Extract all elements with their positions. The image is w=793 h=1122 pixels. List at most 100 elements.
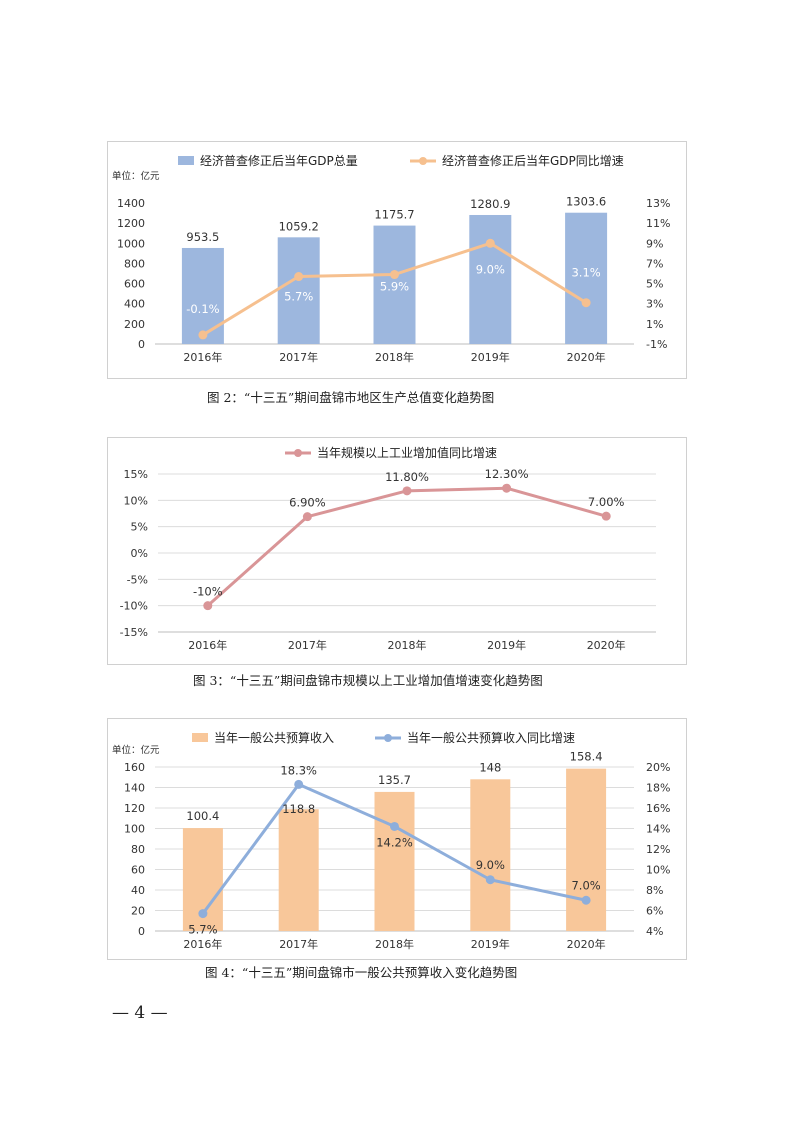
line-point (198, 909, 208, 919)
x-tick-label: 2019年 (471, 937, 510, 951)
line-data-label: 5.9% (380, 280, 409, 294)
line-data-label: 5.7% (188, 923, 217, 937)
y-right-tick-label: 8% (646, 884, 663, 897)
x-tick-label: 2017年 (279, 937, 318, 951)
bar-data-label: 1175.7 (374, 208, 414, 222)
line-data-label: 9.0% (476, 858, 505, 872)
unit-label: 单位：亿元 (112, 744, 160, 756)
gdp-chart-svg: 0 200 400 600 800 1000 1200 1400 -1% 1% 3% 5% 7% 9% 11… (112, 153, 670, 364)
y-left-tick-label: 1400 (117, 197, 145, 210)
line-data-label: 7.00% (588, 495, 625, 509)
y-left-tick-label: 800 (124, 257, 145, 270)
line-point (302, 512, 312, 522)
y-left-tick-label: 10% (124, 494, 148, 507)
line-data-label: 9.0% (476, 262, 505, 276)
x-tick-label: 2020年 (567, 937, 606, 951)
x-tick-label: 2019年 (471, 350, 510, 364)
line-data-label: 11.80% (385, 470, 429, 484)
line-point (581, 298, 591, 308)
legend-point-swatch (419, 157, 427, 165)
industry-chart-svg: -15% -10% -5% 0% 5% 10% 15% 2016年 2017年 2018年 2019… (120, 445, 656, 652)
x-tick-label: 2016年 (188, 638, 227, 652)
line-point (601, 511, 611, 521)
line-point (294, 272, 304, 282)
x-tick-label: 2017年 (279, 350, 318, 364)
y-left-tick-label: 20 (131, 905, 145, 918)
y-right-tick-label: 7% (646, 257, 663, 270)
line-point (502, 483, 512, 493)
gdp-chart: 0 200 400 600 800 1000 1200 1400 -1% 1% 3% 5% 7% 9% 11… (107, 141, 687, 379)
y-right-tick-label: 5% (646, 278, 663, 291)
y-right-tick-label: 4% (646, 925, 663, 938)
bar-data-label: 1059.2 (279, 219, 319, 233)
bar-data-label: 1280.9 (470, 197, 510, 211)
line-point (390, 821, 399, 831)
y-right-tick-label: 10% (646, 864, 670, 877)
legend-label: 经济普查修正后当年GDP同比增速 (442, 153, 624, 168)
legend-label: 当年规模以上工业增加值同比增速 (317, 445, 497, 460)
revenue-chart-svg: 0 20 40 60 80 100 120 140 160 4% 6% 8% 10% 12% 14% 16% 1… (112, 730, 670, 951)
y-right-tick-label: 12% (646, 843, 670, 856)
x-tick-label: 2018年 (388, 638, 427, 652)
line-data-label: 18.3% (280, 763, 317, 777)
revenue-chart: 0 20 40 60 80 100 120 140 160 4% 6% 8% 10% 12% 14% 16% 1… (107, 718, 687, 960)
y-left-tick-label: 60 (131, 864, 145, 877)
line-data-label: 12.30% (485, 467, 529, 481)
line-data-label: 3.1% (571, 266, 600, 280)
x-tick-label: 2016年 (183, 350, 222, 364)
bar (181, 247, 224, 344)
line-data-label: 5.7% (284, 290, 313, 304)
y-left-tick-label: 80 (131, 843, 145, 856)
caption-figure-4: 图 4：“十三五”期间盘锦市一般公共预算收入变化趋势图 (205, 965, 518, 980)
y-right-tick-label: 1% (646, 318, 663, 331)
line-point (294, 779, 304, 789)
line-data-label: 14.2% (376, 835, 413, 849)
legend-label: 当年一般公共预算收入 (214, 730, 334, 745)
line-point (390, 270, 399, 280)
page-number: — 4 — (112, 1003, 168, 1023)
bar (278, 809, 319, 931)
line-point (203, 601, 213, 611)
y-left-tick-label: -15% (120, 626, 148, 639)
y-right-tick-label: 13% (646, 197, 670, 210)
x-tick-label: 2017年 (288, 638, 327, 652)
bar (373, 225, 416, 344)
y-right-tick-label: 16% (646, 802, 670, 815)
bar-data-label: 148 (479, 760, 501, 774)
line-point (485, 238, 495, 248)
y-left-tick-label: 120 (124, 802, 145, 815)
y-left-tick-label: 0% (131, 547, 148, 560)
y-right-tick-label: 14% (646, 823, 670, 836)
caption-figure-3: 图 3：“十三五”期间盘锦市规模以上工业增加值增速变化趋势图 (193, 673, 543, 688)
y-left-tick-label: 400 (124, 298, 145, 311)
y-left-tick-label: 160 (124, 761, 145, 774)
legend-label: 当年一般公共预算收入同比增速 (407, 730, 575, 745)
y-left-tick-label: 1000 (117, 237, 145, 250)
legend-point-swatch (384, 734, 392, 742)
y-left-tick-label: 40 (131, 884, 145, 897)
y-left-tick-label: 15% (124, 468, 148, 481)
x-tick-label: 2016年 (183, 937, 222, 951)
unit-label: 单位：亿元 (112, 170, 160, 182)
y-left-tick-label: 5% (131, 521, 148, 534)
y-right-tick-label: 6% (646, 905, 663, 918)
y-left-tick-label: -10% (120, 600, 148, 613)
x-tick-label: 2018年 (375, 937, 414, 951)
x-tick-label: 2019年 (487, 638, 526, 652)
x-tick-label: 2020年 (567, 350, 606, 364)
y-left-tick-label: -5% (127, 573, 148, 586)
x-tick-label: 2020年 (587, 638, 626, 652)
line-data-label: 7.0% (571, 878, 600, 892)
industry-chart: -15% -10% -5% 0% 5% 10% 15% 2016年 2017年 2018年 2019… (107, 437, 687, 665)
line-point (402, 486, 412, 496)
y-right-tick-label: 20% (646, 761, 670, 774)
y-right-tick-label: 3% (646, 298, 663, 311)
y-left-tick-label: 1200 (117, 217, 145, 230)
y-left-tick-label: 0 (138, 925, 145, 938)
bar (566, 768, 607, 931)
y-right-tick-label: 9% (646, 237, 663, 250)
bar (470, 779, 511, 931)
y-left-tick-label: 0 (138, 338, 145, 351)
legend-bar-swatch (192, 733, 208, 742)
line-point (581, 895, 591, 905)
